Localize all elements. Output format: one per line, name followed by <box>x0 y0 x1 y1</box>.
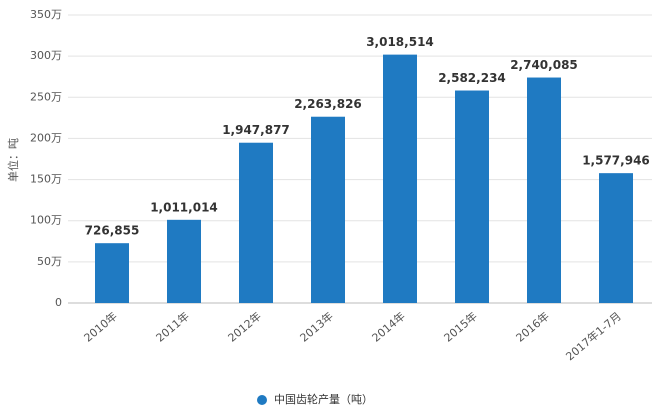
value-label: 2,740,085 <box>510 58 578 72</box>
bar <box>95 243 129 303</box>
bar <box>599 173 633 303</box>
bar <box>455 90 489 303</box>
value-label: 1,011,014 <box>150 200 218 214</box>
value-label: 2,263,826 <box>294 97 362 111</box>
x-tick-label: 2014年 <box>369 309 408 345</box>
y-tick-label: 150万 <box>30 173 62 186</box>
bar <box>311 116 345 304</box>
bar <box>167 219 201 303</box>
y-tick-label: 0 <box>55 296 62 309</box>
y-tick-label: 200万 <box>30 131 62 144</box>
y-axis-label: 单位：吨 <box>6 138 20 182</box>
x-tick-label: 2011年 <box>153 309 192 345</box>
x-tick-label: 2015年 <box>441 309 480 345</box>
legend-label: 中国齿轮产量（吨） <box>274 392 373 406</box>
bar <box>239 142 273 303</box>
bar <box>527 77 561 303</box>
x-tick-label: 2010年 <box>81 309 120 345</box>
value-label: 726,855 <box>85 224 140 238</box>
y-tick-label: 350万 <box>30 8 62 21</box>
x-tick-label: 2016年 <box>513 309 552 345</box>
value-label: 3,018,514 <box>366 35 434 49</box>
x-tick-label: 2017年1-7月 <box>563 309 624 363</box>
y-tick-label: 50万 <box>37 255 62 268</box>
bar <box>383 54 417 304</box>
y-tick-label: 100万 <box>30 214 62 227</box>
x-tick-label: 2013年 <box>297 309 336 345</box>
value-label: 2,582,234 <box>438 71 506 85</box>
value-label: 1,947,877 <box>222 123 290 137</box>
x-tick-label: 2012年 <box>225 309 264 345</box>
value-label: 1,577,946 <box>582 154 650 168</box>
y-tick-label: 300万 <box>30 49 62 62</box>
legend-marker <box>257 395 267 405</box>
y-tick-label: 250万 <box>30 90 62 103</box>
